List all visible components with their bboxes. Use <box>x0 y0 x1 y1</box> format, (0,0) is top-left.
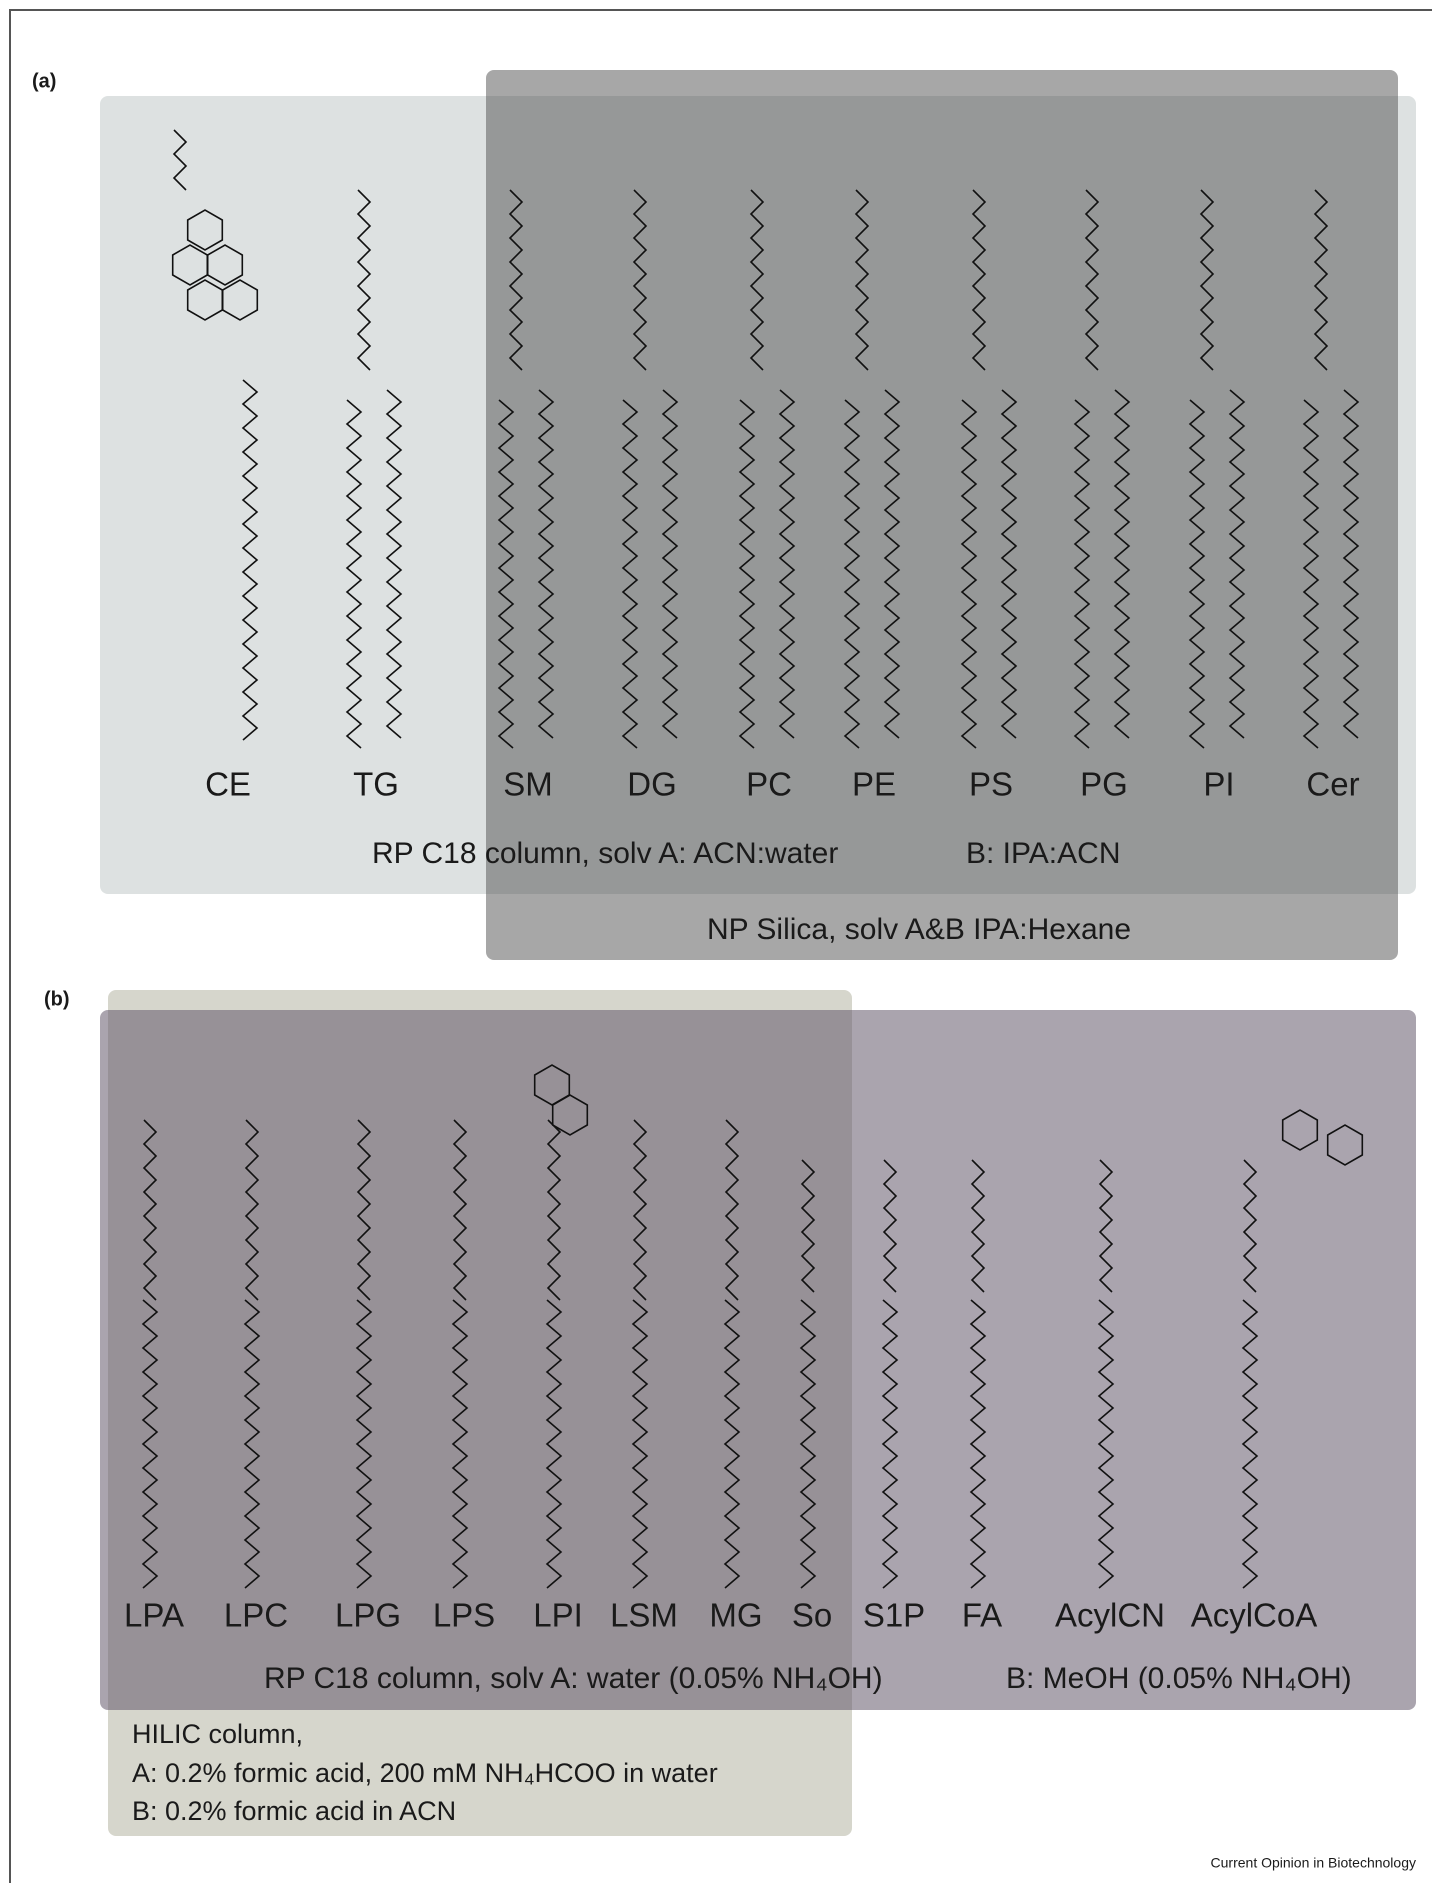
column-text: B: MeOH (0.05% NH₄OH) <box>1006 1662 1352 1695</box>
column-text: RP C18 column, solv A: water (0.05% NH₄O… <box>264 1662 883 1695</box>
lipid-label: PI <box>1203 766 1234 803</box>
column-text: B: IPA:ACN <box>966 837 1120 870</box>
lipid-label: PE <box>852 766 896 803</box>
hilic-text: A: 0.2% formic acid, 200 mM NH₄HCOO in w… <box>132 1758 718 1788</box>
lipid-label: AcylCoA <box>1191 1597 1318 1634</box>
panel-label: (b) <box>44 988 70 1010</box>
column-text: NP Silica, solv A&B IPA:Hexane <box>707 913 1131 946</box>
hilic-text: HILIC column, <box>132 1719 303 1749</box>
lipid-label: FA <box>962 1597 1002 1634</box>
lipid-label: LPG <box>335 1597 401 1634</box>
lipid-label: PS <box>969 766 1013 803</box>
credit: Current Opinion in Biotechnology <box>1211 1855 1416 1871</box>
np-box-a <box>486 70 1398 960</box>
hilic-text: B: 0.2% formic acid in ACN <box>132 1796 456 1826</box>
lipid-label: PC <box>746 766 792 803</box>
lipid-label: PG <box>1080 766 1128 803</box>
lipid-label: LPI <box>533 1597 583 1634</box>
lipid-label: So <box>792 1597 832 1634</box>
lipid-label: LPC <box>224 1597 288 1634</box>
lipid-label: MG <box>709 1597 762 1634</box>
lipid-label: S1P <box>863 1597 925 1634</box>
panel-label: (a) <box>32 70 56 92</box>
lipid-label: CE <box>205 766 251 803</box>
lipid-label: AcylCN <box>1055 1597 1165 1634</box>
lipid-label: LPA <box>124 1597 184 1634</box>
lipid-label: TG <box>353 766 399 803</box>
column-boxes <box>100 70 1416 1836</box>
lipid-label: LPS <box>433 1597 495 1634</box>
lipid-label: DG <box>627 766 677 803</box>
lipid-label: Cer <box>1306 766 1359 803</box>
lipid-label: SM <box>503 766 553 803</box>
column-text: RP C18 column, solv A: ACN:water <box>372 837 838 870</box>
lipid-label: LSM <box>610 1597 678 1634</box>
figure: (a) (b) CE TG SM DG PC PE PS PG PI Cer LPA LPC LPG L… <box>0 0 1432 1883</box>
